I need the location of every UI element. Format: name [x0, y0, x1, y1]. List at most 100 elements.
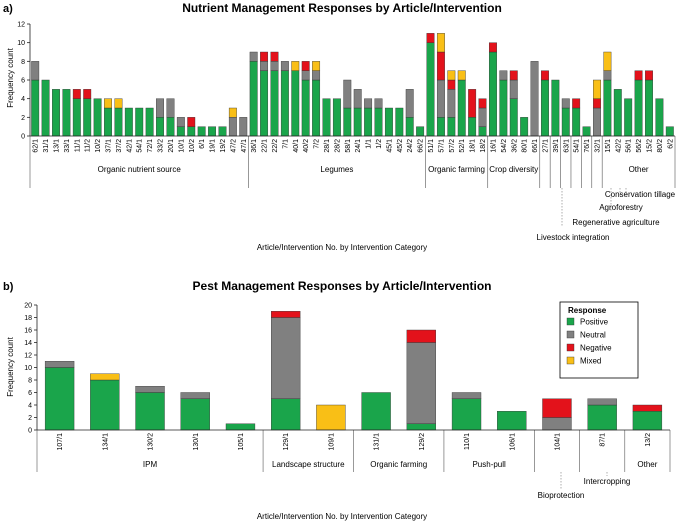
bar-segment-positive: [44, 367, 75, 431]
group-label: Other: [629, 165, 649, 174]
x-tick-label: 110/1: [464, 433, 471, 450]
x-tick-label: 13/2: [645, 433, 652, 447]
legend-label-negative: Negative: [580, 344, 612, 353]
x-tick-label: 76/1: [584, 139, 591, 153]
bar-segment-negative: [478, 98, 487, 109]
bar-segment-positive: [90, 379, 120, 431]
x-tick-label: 28/2: [334, 139, 341, 153]
bar-segment-negative: [468, 89, 477, 118]
legend-swatch-negative: [566, 343, 575, 352]
bar-segment-mixed: [104, 98, 112, 109]
group-label: Push-pull: [472, 460, 506, 469]
callout-bioprotection: Bioprotection: [538, 491, 585, 500]
bar-segment-positive: [135, 107, 144, 137]
x-tick-label: 22/1: [262, 139, 269, 153]
panel-a-label: a): [3, 3, 13, 15]
x-tick-label: 107/1: [57, 433, 64, 451]
bar-segment-positive: [451, 398, 482, 431]
bar-segment-positive: [280, 70, 289, 137]
bar-segment-mixed: [593, 79, 601, 99]
callout-conservation-tillage: Conservation tillage: [605, 190, 676, 199]
bar-segment-positive: [343, 107, 352, 137]
y-tick-label: 4: [21, 96, 25, 103]
x-tick-label: 106/1: [509, 433, 516, 451]
bar-segment-negative: [488, 42, 497, 53]
y-tick-label: 12: [17, 22, 25, 29]
bar-segment-negative: [632, 404, 663, 412]
x-tick-label: 27/1: [542, 139, 549, 153]
pest-chart-title: Pest Management Responses by Article/Int…: [193, 279, 492, 293]
bar-segment-positive: [124, 107, 133, 137]
bar-segment-mixed: [312, 61, 321, 71]
group-label: Legumes: [320, 165, 353, 174]
y-tick-label: 8: [28, 378, 32, 385]
x-tick-label: 15/2: [646, 139, 653, 153]
bar-segment-positive: [301, 79, 310, 137]
x-tick-label: 37/2: [116, 139, 123, 153]
bar-segment-neutral: [561, 98, 570, 109]
bar-segment-neutral: [228, 117, 237, 137]
x-tick-label: 18/2: [480, 139, 487, 153]
bar-segment-neutral: [364, 98, 373, 109]
pest-chart: b) Pest Management Responses by Article/…: [3, 279, 671, 521]
x-tick-label: 24/2: [407, 139, 414, 153]
bar-segment-positive: [322, 98, 331, 137]
nutrient-y-axis-label: Frequency count: [6, 47, 15, 107]
bar-segment-positive: [613, 89, 622, 137]
bar-segment-negative: [634, 70, 643, 81]
y-tick-label: 12: [24, 353, 32, 360]
bar-segment-negative: [509, 70, 518, 81]
bar-segment-neutral: [587, 398, 617, 406]
x-tick-label: 40/1: [293, 139, 300, 153]
bar-segment-mixed: [457, 70, 466, 81]
y-tick-label: 4: [28, 403, 32, 410]
bar-segment-negative: [270, 51, 279, 62]
x-tick-label: 80/1: [522, 139, 529, 153]
x-tick-label: 45/2: [397, 139, 404, 153]
bar-segment-neutral: [270, 61, 279, 71]
bar-segment-positive: [632, 411, 663, 431]
bar-segment-negative: [406, 329, 436, 343]
bar-segment-positive: [416, 126, 425, 137]
bar-segment-neutral: [405, 89, 414, 118]
pest-y-axis-label: Frequency count: [6, 336, 15, 396]
bar-segment-positive: [551, 79, 560, 137]
bar-segment-positive: [541, 79, 549, 137]
bar-segment-neutral: [530, 61, 539, 137]
x-tick-label: 28/1: [324, 139, 331, 153]
legend-swatch-mixed: [566, 356, 575, 365]
y-tick-label: 8: [21, 59, 25, 66]
x-tick-label: 52/1: [459, 139, 466, 153]
bar-segment-positive: [291, 70, 300, 137]
x-tick-label: 58/1: [345, 139, 352, 153]
bar-segment-positive: [447, 117, 456, 137]
legend-title: Response: [568, 306, 607, 315]
bar-segment-negative: [271, 311, 301, 318]
bar-segment-neutral: [447, 89, 456, 118]
y-tick-label: 20: [24, 303, 32, 310]
group-label: Organic nutrient source: [98, 165, 182, 174]
bar-segment-neutral: [542, 417, 572, 431]
y-tick-label: 10: [24, 365, 32, 372]
bar-segment-positive: [426, 42, 435, 137]
x-tick-label: 42/2: [615, 139, 622, 153]
x-tick-label: 1/2: [376, 139, 383, 149]
bar-segment-neutral: [180, 392, 210, 399]
bar-segment-negative: [447, 79, 456, 90]
bar-segment-neutral: [239, 117, 248, 137]
bar-segment-negative: [645, 70, 653, 81]
bar-segment-positive: [478, 126, 487, 137]
bar-segment-positive: [634, 79, 643, 137]
x-tick-label: 37/1: [106, 139, 113, 153]
x-tick-label: 15/1: [605, 139, 612, 153]
bar-segment-positive: [395, 107, 404, 137]
x-tick-label: 7/2: [314, 139, 321, 149]
bar-segment-positive: [83, 98, 92, 137]
bar-segment-positive: [488, 51, 497, 137]
bar-segment-negative: [83, 89, 92, 99]
bar-segment-positive: [665, 126, 674, 137]
bar-segment-positive: [332, 98, 341, 137]
x-tick-label: 54/2: [501, 139, 508, 153]
y-tick-label: 0: [21, 134, 25, 141]
x-tick-label: 1/1: [366, 139, 373, 149]
